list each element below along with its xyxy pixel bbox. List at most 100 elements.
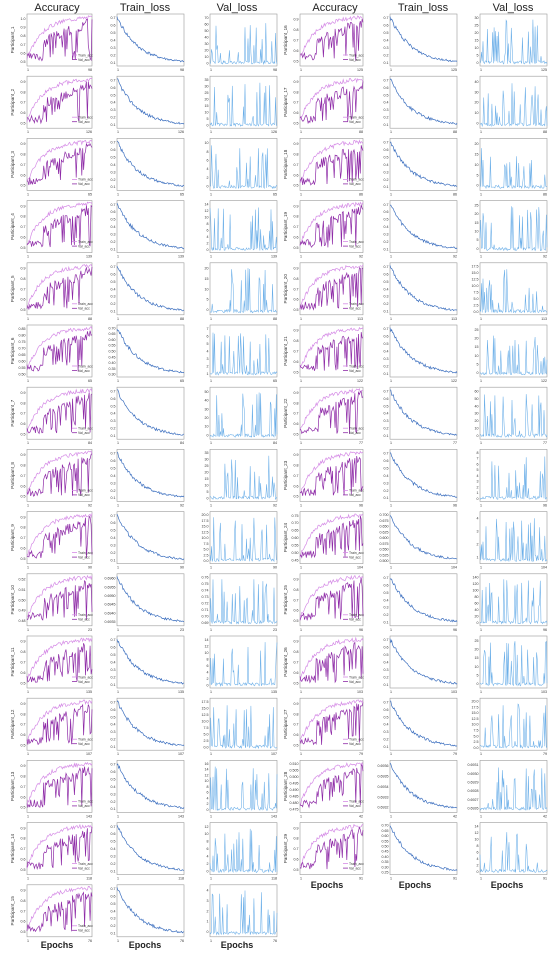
vl-2-ytick: 0 <box>207 185 209 189</box>
tl-23-ytick: 0.600 <box>380 536 389 540</box>
acc-19-frame <box>299 262 364 316</box>
vl-0-ytick: 50 <box>205 29 209 33</box>
acc-1-ytick: 0.8 <box>21 90 26 94</box>
tl-18-ytick: 0.2 <box>384 240 389 244</box>
header-val-loss-right: Val_loss <box>492 2 534 14</box>
tl-5-ytick: 0.50 <box>109 350 116 354</box>
vl-0-ytick: 70 <box>205 16 209 20</box>
acc-1-train-line <box>26 77 93 123</box>
tl-17-ytick: 0.2 <box>384 178 389 182</box>
acc-6-train-line <box>26 388 93 433</box>
vl-19-ytick: 0.0 <box>474 310 479 314</box>
tl-26-ytick: 0.5 <box>384 715 389 719</box>
tl-14-frame <box>116 884 185 938</box>
vl-14-frame <box>209 884 278 938</box>
acc-23-participant-label: Participant_24 <box>283 522 288 552</box>
tl-27-ytick: 0.6932 <box>378 806 389 810</box>
vl-3-ytick: 10 <box>205 215 209 219</box>
vl-9-frame <box>209 573 278 627</box>
tl-11-ytick: 0.5 <box>111 715 116 719</box>
vl-0-line <box>209 23 278 65</box>
acc-2-train-line <box>26 139 93 182</box>
vl-3-line <box>209 207 278 252</box>
tl-27-ytick: 0.6933 <box>378 795 389 799</box>
vl-11-xtick-start: 1 <box>210 752 212 756</box>
tl-20-ytick: 0.3 <box>384 357 389 361</box>
vl-1-ytick: 5 <box>207 117 209 121</box>
tl-28-xtick-start: 1 <box>390 877 392 881</box>
acc-12-frame <box>26 760 93 813</box>
tl-0-ytick: 0.3 <box>111 46 116 50</box>
acc-13-legend-val-label: Val_acc <box>78 866 90 870</box>
acc-28-legend-train-label: Train_acc <box>349 862 364 866</box>
tl-28-ytick: 0.50 <box>382 845 389 849</box>
acc-0-train-line <box>26 15 93 60</box>
tl-8-xtick-start: 1 <box>117 566 119 570</box>
vl-13-xtick-end: 118 <box>271 877 277 881</box>
tl-20-ytick: 0.1 <box>384 372 389 376</box>
tl-11-ytick: 0.4 <box>111 723 116 727</box>
vl-3-xtick-start: 1 <box>210 255 212 259</box>
acc-24-legend-train-label: Train_acc <box>349 613 364 617</box>
vl-0-ytick: 10 <box>205 55 209 59</box>
acc-9-train-line <box>26 574 93 618</box>
header-val-loss-left: Val_loss <box>216 2 258 14</box>
acc-1-legend-train-label: Train_acc <box>78 116 93 120</box>
tl-23-ytick: 0.550 <box>380 548 389 552</box>
vl-26-ytick: 7.5 <box>474 728 479 732</box>
acc-2-frame <box>26 138 93 191</box>
vl-8-ytick: 5.0 <box>204 548 209 552</box>
tl-8-ytick: 0.2 <box>111 551 116 555</box>
vl-5-frame <box>209 324 278 378</box>
vl-7-ytick: 20 <box>205 471 209 475</box>
acc-15-xtick-start: 1 <box>300 68 302 72</box>
acc-26-ytick: 0.7 <box>294 723 299 727</box>
tl-8-ytick: 0.4 <box>111 536 116 540</box>
tl-1-ytick: 0.4 <box>111 101 116 105</box>
acc-27-ytick: 0.510 <box>290 762 299 766</box>
tl-18-ytick: 0.7 <box>384 203 389 207</box>
tl-0-ytick: 0.7 <box>111 16 116 20</box>
tl-4-frame <box>116 262 185 316</box>
tl-20-ytick: 0.2 <box>384 364 389 368</box>
vl-12-xtick-end: 143 <box>271 814 277 818</box>
acc-23-xtick-end: 104 <box>357 566 363 570</box>
tl-11-ytick: 0.7 <box>111 700 116 704</box>
acc-6-val-line <box>26 392 93 435</box>
vl-11-ytick: 17.5 <box>202 700 209 704</box>
vl-9-xtick-start: 1 <box>210 628 212 632</box>
vl-9-line <box>209 579 278 625</box>
vl-16-xtick-start: 1 <box>480 130 482 134</box>
vl-8-ytick: 12.5 <box>202 530 209 534</box>
vl-3-ytick: 14 <box>205 202 209 206</box>
vl-7-ytick: 35 <box>205 451 209 455</box>
tl-25-line <box>389 638 458 685</box>
tl-28-ytick: 0.25 <box>382 871 389 875</box>
acc-10-participant-label: Participant_11 <box>10 647 15 676</box>
vl-16-frame <box>479 75 548 129</box>
acc-4-xtick-start: 1 <box>27 317 29 321</box>
vl-21-ytick: 30 <box>475 412 479 416</box>
acc-21-participant-label: Participant_22 <box>283 398 288 428</box>
vl-14-line <box>209 890 278 936</box>
vl-10-ytick: 10 <box>205 651 209 655</box>
acc-19-participant-label: Participant_20 <box>283 274 288 304</box>
vl-1-xtick-start: 1 <box>210 130 212 134</box>
vl-15-xtick-end: 125 <box>541 68 547 72</box>
acc-15-val-line <box>299 19 364 61</box>
vl-8-xtick-end: 90 <box>273 566 277 570</box>
tl-22-ytick: 0.2 <box>384 489 389 493</box>
vl-19-ytick: 10.0 <box>472 284 479 288</box>
acc-22-train-line <box>299 450 364 494</box>
tl-19-ytick: 0.1 <box>384 310 389 314</box>
vl-0-xtick-end: 98 <box>273 68 277 72</box>
tl-21-xtick-end: 77 <box>453 441 457 445</box>
tl-28-ytick: 0.70 <box>382 824 389 828</box>
acc-11-legend-val-label: Val_acc <box>78 742 90 746</box>
vl-28-ytick: 0 <box>477 870 479 874</box>
tl-24-ytick: 0.4 <box>384 598 389 602</box>
vl-23-ytick: 1 <box>477 556 479 560</box>
vl-3-ytick: 0 <box>207 248 209 252</box>
vl-16-line <box>479 83 548 128</box>
acc-15-legend-train-label: Train_acc <box>349 53 364 57</box>
